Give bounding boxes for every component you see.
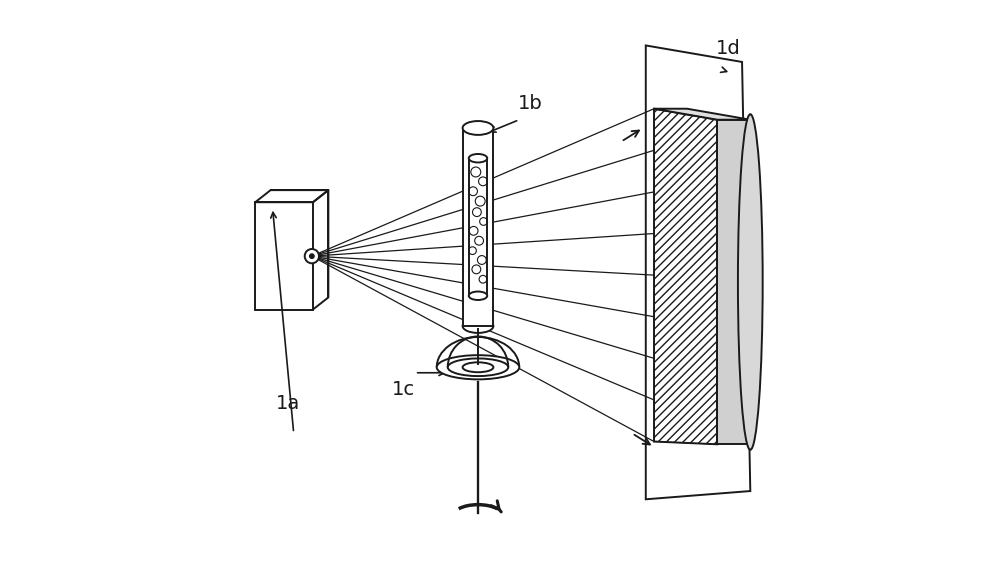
Polygon shape — [469, 158, 487, 296]
Ellipse shape — [463, 121, 493, 135]
Polygon shape — [717, 120, 750, 444]
Polygon shape — [463, 128, 493, 326]
Ellipse shape — [469, 292, 487, 300]
Circle shape — [310, 254, 314, 258]
Ellipse shape — [469, 154, 487, 162]
Circle shape — [305, 249, 319, 263]
Text: 1d: 1d — [716, 39, 741, 58]
Text: 1a: 1a — [276, 394, 300, 412]
Ellipse shape — [738, 114, 763, 450]
Ellipse shape — [463, 319, 493, 333]
Text: 1b: 1b — [518, 94, 543, 113]
Polygon shape — [255, 202, 313, 310]
Text: 1c: 1c — [392, 380, 415, 399]
Polygon shape — [654, 109, 717, 444]
Polygon shape — [654, 109, 750, 120]
Ellipse shape — [437, 355, 519, 380]
